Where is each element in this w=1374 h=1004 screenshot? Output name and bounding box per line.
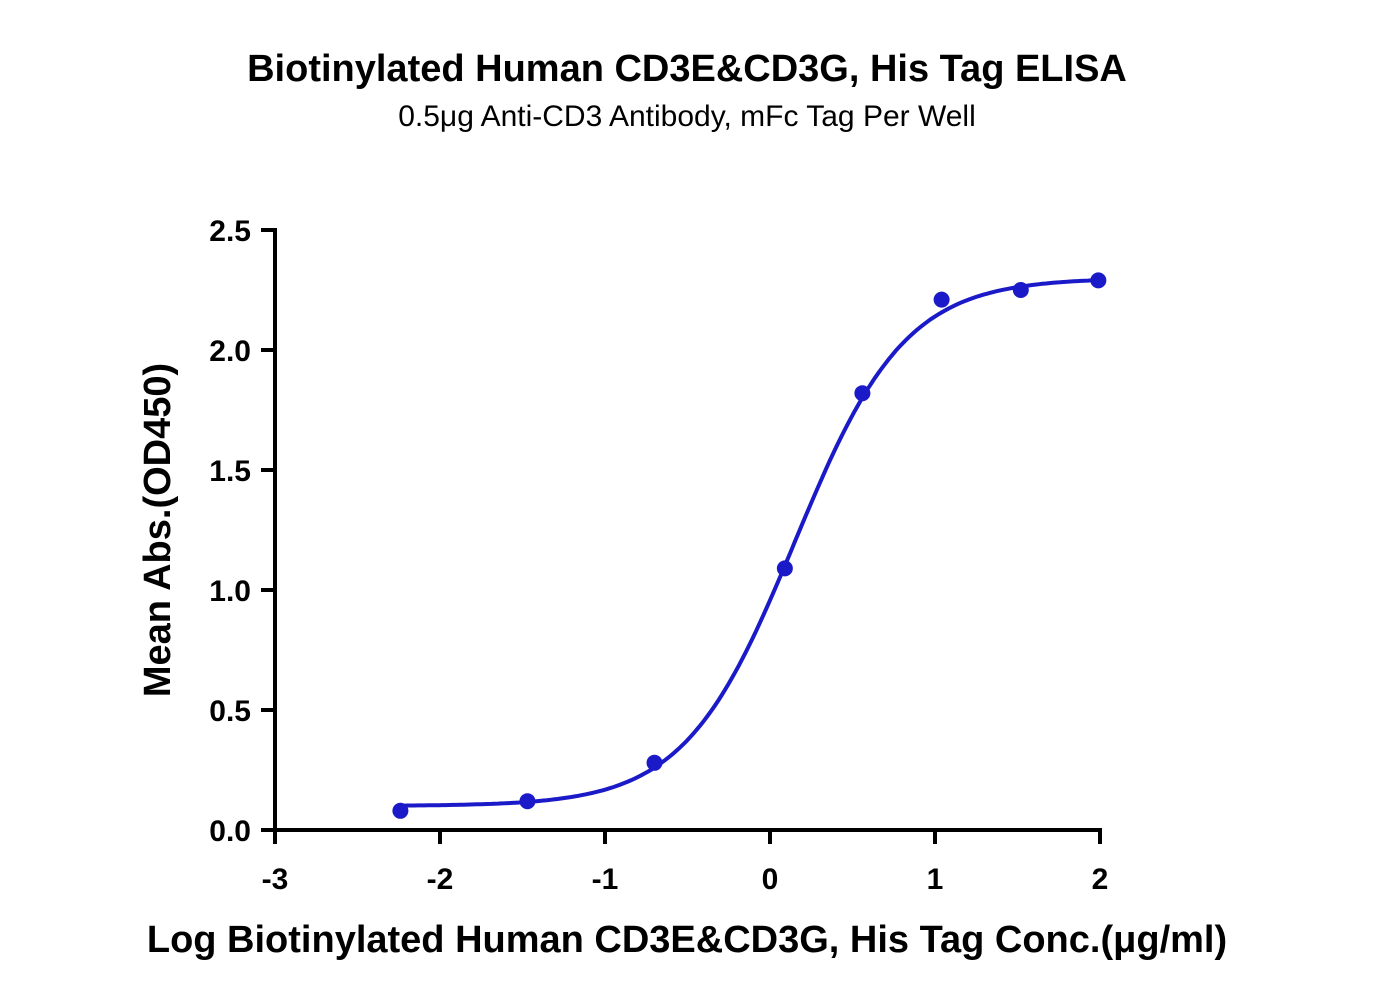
y-tick-label: 2.0 [209, 335, 251, 368]
chart-subtitle: 0.5μg Anti-CD3 Antibody, mFc Tag Per Wel… [398, 100, 976, 133]
x-tick-label: 2 [1092, 863, 1109, 896]
x-axis-label: Log Biotinylated Human CD3E&CD3G, His Ta… [147, 919, 1227, 961]
y-tick-label: 0.0 [209, 815, 251, 848]
data-point [776, 560, 793, 577]
data-point [933, 291, 950, 308]
x-tick-label: -3 [262, 863, 289, 896]
y-tick-label: 0.5 [209, 695, 251, 728]
x-tick-label: 0 [762, 863, 779, 896]
x-tick-label: -2 [427, 863, 454, 896]
data-point [519, 793, 536, 810]
fit-curve [400, 278, 1099, 808]
data-point [646, 754, 663, 771]
y-tick-label: 1.5 [209, 455, 251, 488]
y-tick-label: 1.0 [209, 575, 251, 608]
data-point [854, 385, 871, 402]
x-tick-label: 1 [927, 863, 944, 896]
chart-title: Biotinylated Human CD3E&CD3G, His Tag EL… [247, 48, 1127, 90]
data-point [1090, 272, 1107, 289]
x-tick-label: -1 [592, 863, 619, 896]
data-point [1012, 282, 1029, 298]
y-axis-label: Mean Abs.(OD450) [137, 363, 179, 697]
data-point [392, 802, 409, 819]
y-tick-label: 2.5 [209, 215, 251, 248]
